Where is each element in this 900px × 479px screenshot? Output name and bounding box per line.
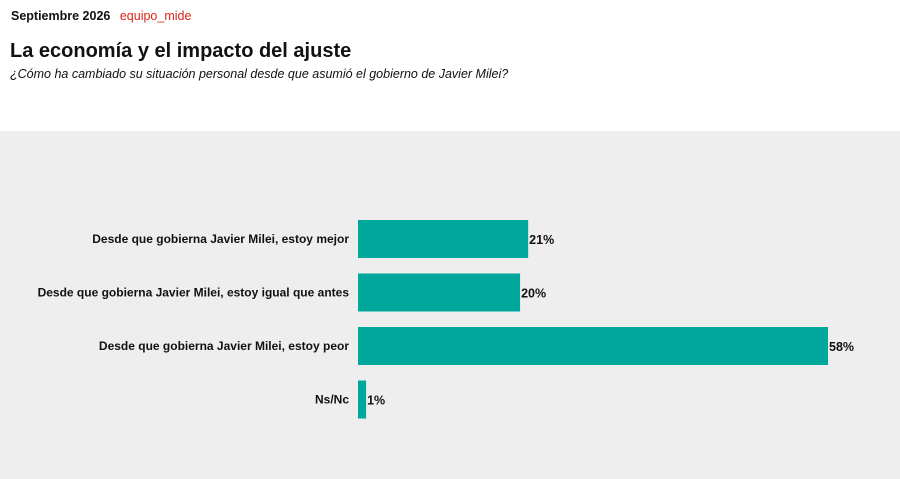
chart-subtitle: ¿Cómo ha cambiado su situación personal … [10, 67, 509, 81]
bar [358, 380, 367, 419]
chart-panel: Desde que gobierna Javier Milei, estoy m… [0, 131, 900, 479]
category-label: Ns/Nc [315, 393, 349, 407]
value-label: 58% [829, 340, 854, 354]
category-label: Desde que gobierna Javier Milei, estoy p… [99, 339, 349, 353]
source-label: equipo_mide [119, 9, 192, 23]
chart-header: Septiembre 2026 equipo_mide [11, 9, 191, 23]
chart-title: La economía y el impacto del ajuste [10, 40, 352, 62]
category-label: Desde que gobierna Javier Milei, estoy i… [38, 286, 350, 300]
bar [358, 273, 521, 312]
bar [358, 327, 828, 365]
date-label: Septiembre 2026 [11, 9, 111, 23]
bar [358, 220, 529, 258]
value-label: 20% [521, 287, 546, 301]
bar-chart: Desde que gobierna Javier Milei, estoy m… [38, 220, 854, 419]
value-label: 21% [529, 233, 554, 247]
value-label: 1% [367, 394, 385, 408]
category-label: Desde que gobierna Javier Milei, estoy m… [92, 232, 349, 246]
